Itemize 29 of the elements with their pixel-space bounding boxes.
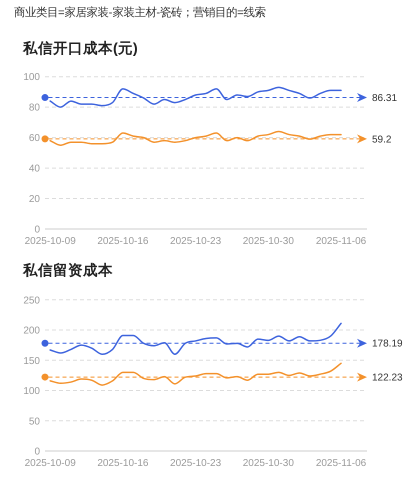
y-tick-label: 60 [28, 133, 40, 144]
x-tick-label: 2025-10-30 [242, 458, 294, 469]
x-tick-label: 2025-10-30 [242, 236, 294, 247]
x-tick-label: 2025-10-16 [97, 458, 149, 469]
ref-line-label: 86.31 [372, 93, 398, 104]
y-tick-label: 150 [23, 356, 40, 367]
y-tick-label: 40 [28, 164, 40, 175]
y-tick-label: 250 [23, 295, 40, 306]
y-tick-label: 0 [34, 446, 40, 458]
y-tick-label: 20 [28, 194, 40, 206]
chart-title: 私信开口成本(元) [22, 40, 138, 57]
x-tick-label: 2025-10-23 [170, 458, 222, 469]
x-tick-label: 2025-10-09 [24, 458, 76, 469]
ref-line-label: 122.23 [372, 372, 404, 384]
y-tick-label: 100 [23, 386, 40, 398]
x-tick-label: 2025-10-16 [97, 236, 149, 247]
y-tick-label: 50 [28, 416, 40, 428]
x-tick-label: 2025-10-09 [24, 236, 76, 247]
y-tick-label: 100 [23, 72, 40, 84]
text: 商业类目=家居家装-家装主材-瓷砖；营销目的=线索 [14, 6, 266, 19]
x-tick-label: 2025-11-06 [316, 236, 367, 247]
x-tick-label: 2025-11-06 [316, 458, 367, 469]
ref-line-label: 59.2 [372, 134, 392, 146]
chart-title: 私信留资成本 [22, 262, 114, 279]
y-tick-label: 80 [28, 102, 40, 114]
y-tick-label: 200 [23, 326, 40, 337]
ref-line-label: 178.19 [372, 338, 404, 350]
x-tick-label: 2025-10-23 [170, 236, 222, 247]
y-tick-label: 0 [34, 224, 40, 236]
